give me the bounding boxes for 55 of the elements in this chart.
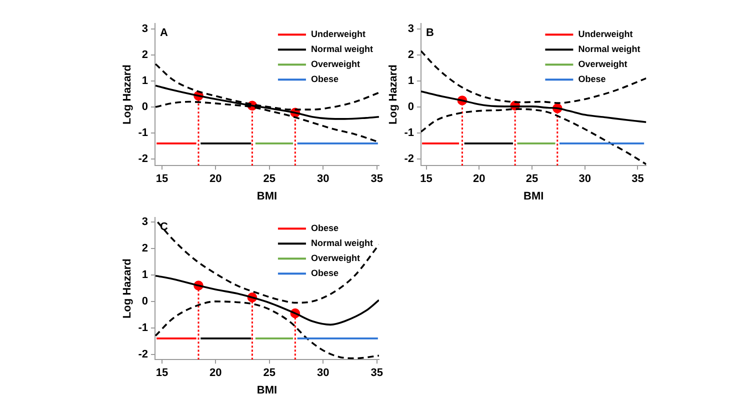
x-tick-label: 15: [156, 367, 168, 380]
legend-label: Normal weight: [578, 44, 640, 54]
legend-label: Overweight: [578, 59, 628, 70]
y-tick-label: 3: [142, 216, 148, 228]
line-series: [156, 221, 379, 304]
x-tick-label: 35: [632, 173, 644, 186]
legend-label: Obese: [310, 268, 338, 278]
x-tick-label: 20: [210, 367, 222, 380]
y-tick-label: 1: [142, 269, 148, 282]
x-tick-label: 20: [473, 173, 486, 186]
y-tick-label: 3: [142, 22, 148, 35]
y-tick-label: 0: [408, 101, 414, 114]
legend-label: Normal weight: [310, 238, 373, 248]
x-tick-label: 25: [263, 173, 276, 186]
y-tick-label: 2: [142, 48, 148, 61]
y-tick-label: 0: [142, 295, 148, 308]
x-tick-label: 30: [578, 173, 591, 186]
legend-label: Overweight: [310, 253, 360, 264]
y-tick-label: 0: [142, 101, 148, 114]
x-tick-label: 35: [370, 367, 383, 380]
legend-label: Obese: [578, 74, 606, 84]
line-series: [154, 274, 379, 326]
y-tick-label: -2: [404, 153, 414, 166]
y-tick-label: -2: [138, 153, 148, 166]
y-tick-label: -1: [404, 127, 414, 140]
legend-label: Obese: [310, 223, 338, 234]
x-tick-label: 15: [420, 173, 432, 186]
y-axis-title: Log Hazard: [122, 258, 134, 319]
y-tick-label: 2: [142, 242, 148, 255]
y-tick-label: 2: [408, 48, 414, 61]
y-tick-label: 1: [142, 74, 148, 87]
y-axis-title: Log Hazard: [388, 64, 400, 125]
x-tick-label: 30: [316, 367, 330, 380]
x-axis-title: BMI: [256, 190, 278, 202]
y-tick-label: 3: [408, 22, 414, 35]
x-tick-label: 25: [263, 367, 276, 380]
x-axis-title: BMI: [256, 384, 278, 396]
annotation: B: [426, 27, 434, 40]
x-tick-label: 20: [210, 173, 222, 186]
y-tick-label: -1: [138, 127, 148, 140]
legend-label: Underweight: [578, 29, 633, 40]
x-tick-label: 15: [156, 173, 168, 186]
y-tick-label: -2: [138, 348, 148, 360]
legend-label: Overweight: [310, 59, 360, 70]
x-axis-title: BMI: [524, 190, 544, 202]
legend-label: Normal weight: [310, 44, 373, 54]
y-tick-label: -1: [138, 322, 148, 334]
legend-label: Underweight: [310, 29, 366, 40]
x-tick-label: 25: [526, 173, 538, 186]
legend-label: Obese: [310, 74, 338, 84]
annotation: A: [160, 27, 168, 40]
x-tick-label: 30: [316, 173, 330, 186]
y-tick-label: 1: [408, 74, 414, 87]
x-tick-label: 35: [370, 173, 383, 186]
y-axis-title: Log Hazard: [122, 64, 134, 125]
